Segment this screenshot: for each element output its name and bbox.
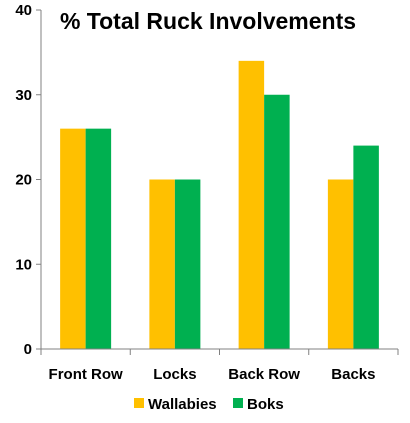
x-ticks-layer: Front Row Locks Back Row Backs [40,349,399,383]
y-tick-label: 40 [15,2,32,19]
legend-label-wallabies: Wallabies [148,396,217,413]
y-tick-label: 0 [24,341,32,358]
y-tick-label: 20 [15,172,32,189]
bar-wallabies-locks [149,179,175,349]
bar-wallabies-front-row [60,128,86,349]
legend-swatch-wallabies [134,398,144,408]
bar-boks-locks [174,179,201,349]
bar-wallabies-back-row [238,60,265,349]
x-tick-label: Front Row [49,366,123,383]
x-tick-label: Back Row [228,366,300,383]
bar-boks-front-row [85,128,112,349]
bars-layer [60,60,379,349]
x-tick-label: Backs [331,366,375,383]
legend-label-boks: Boks [247,396,284,413]
x-tick-label: Locks [153,366,196,383]
y-ticks-layer: 0 10 20 30 40 [15,2,41,358]
chart-title: % Total Ruck Involvements [60,8,356,34]
legend: Wallabies Boks [134,396,284,413]
legend-swatch-boks [233,398,243,408]
bar-wallabies-backs [327,179,354,349]
bar-boks-back-row [264,94,290,349]
bar-boks-backs [353,145,379,349]
y-tick-label: 30 [15,87,32,104]
y-tick-label: 10 [15,256,32,273]
